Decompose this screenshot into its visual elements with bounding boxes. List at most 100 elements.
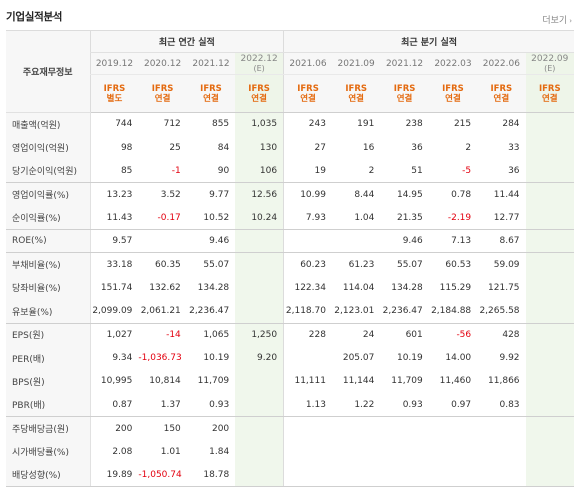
table-cell: 36 — [411, 142, 423, 153]
table-cell — [331, 463, 381, 488]
table-cell: 9.57 — [89, 229, 139, 254]
table-cell — [283, 229, 332, 254]
row-label: 매출액(억원) — [6, 112, 91, 136]
table-cell: 0.78 — [451, 189, 472, 200]
row-label: 시가배당률(%) — [6, 439, 91, 464]
period-date-quarter-1: 2021.09 — [331, 52, 381, 75]
basis-scope: 연결 — [300, 93, 316, 104]
table-cell: 19.89 — [89, 463, 139, 488]
table-cell: 1.37 — [138, 393, 187, 418]
table-cell: 14.95 — [396, 189, 423, 200]
table-row: 유보율(%) 2,099.09 2,061.21 2,236.47 2,118.70 2,… — [6, 299, 574, 324]
period-basis-annual-1: IFRS 연결 — [138, 74, 187, 113]
table-cell: 11,709 — [197, 376, 230, 387]
table-cell: 19 — [283, 159, 332, 184]
table-cell — [235, 463, 284, 488]
period-basis-quarter-5: IFRS 연결 — [525, 74, 574, 113]
table-cell: 25 — [169, 142, 181, 153]
quarter-group-header: 최근 분기 실적 — [283, 30, 574, 53]
table-cell: 10.19 — [396, 353, 423, 364]
table-cell: 21.35 — [380, 206, 429, 230]
table-row: BPS(원) 10,995 10,814 11,709 11,111 11,144 11,7… — [6, 369, 574, 394]
table-row: 주당배당금(원) 200 150 200 — [6, 416, 574, 440]
table-cell — [235, 369, 284, 394]
table-cell: 14.00 — [445, 353, 472, 364]
table-cell: 2,184.88 — [428, 299, 478, 324]
table-cell: 855 — [211, 119, 230, 130]
period-date-label: 2022.09 — [531, 53, 569, 64]
row-header-label: 주요재무정보 — [6, 30, 90, 113]
table-row: 당기순이익(억원) 85 -1 90 106 19 2 51 -5 36 — [6, 159, 574, 184]
row-label: ROE(%) — [6, 229, 91, 254]
table-cell — [235, 393, 284, 418]
table-cell: 55.07 — [203, 259, 230, 270]
table-cell — [235, 276, 284, 300]
table-row: PBR(배) 0.87 1.37 0.93 1.13 1.22 0.93 0.97 0.83 — [6, 393, 574, 418]
row-label: PBR(배) — [6, 393, 91, 418]
table-cell: 11.43 — [89, 206, 139, 230]
period-basis-quarter-1: IFRS 연결 — [331, 74, 381, 113]
table-cell: 228 — [283, 323, 332, 347]
table-cell: -5 — [428, 159, 478, 184]
table-cell: 1.22 — [331, 393, 381, 418]
period-date-quarter-0: 2021.06 — [283, 52, 332, 75]
table-cell: 11,144 — [342, 376, 375, 387]
period-date-annual-1: 2020.12 — [138, 52, 187, 75]
table-cell — [525, 323, 574, 347]
basis-standard: IFRS — [538, 83, 561, 94]
more-link[interactable]: 더보기 › — [542, 13, 572, 26]
table-cell: 7.93 — [283, 206, 332, 230]
table-row: ROE(%) 9.57 9.46 9.46 7.13 8.67 — [6, 229, 574, 254]
table-cell: -56 — [456, 329, 472, 340]
basis-scope: 연결 — [348, 93, 364, 104]
table-cell — [380, 463, 429, 488]
table-cell: 7.13 — [428, 229, 478, 254]
table-cell: 130 — [235, 135, 284, 160]
basis-scope: 연결 — [154, 93, 171, 104]
table-row: 영업이익(억원) 98 25 84 130 27 16 36 2 33 — [6, 135, 574, 160]
table-cell: 60.23 — [283, 252, 332, 277]
table-cell: 205.07 — [342, 353, 375, 364]
table-cell — [332, 417, 380, 440]
table-cell — [235, 416, 284, 440]
table-cell — [525, 159, 574, 184]
table-cell: 0.83 — [477, 393, 526, 418]
table-cell: 238 — [405, 119, 423, 130]
table-cell: 2.08 — [89, 439, 139, 464]
table-cell: 11,460 — [439, 376, 472, 387]
table-cell: 9.34 — [89, 346, 139, 370]
table-cell: 114.04 — [342, 282, 375, 293]
table-cell — [477, 417, 525, 440]
table-cell: 59.09 — [493, 259, 520, 270]
table-cell: 151.74 — [89, 276, 139, 300]
basis-standard: IFRS — [442, 83, 464, 94]
period-date-label: 2021.06 — [289, 58, 327, 69]
period-date-label: 2021.12 — [192, 58, 230, 69]
table-cell — [525, 252, 574, 277]
period-date-annual-3: 2022.12 (E) — [235, 52, 284, 75]
table-cell — [525, 369, 574, 394]
table-cell: 2,118.70 — [283, 299, 332, 324]
table-cell — [525, 276, 574, 300]
table-cell: 84 — [217, 142, 230, 153]
table-cell: 60.35 — [155, 259, 181, 270]
table-cell: 11.44 — [493, 189, 520, 200]
basis-standard: IFRS — [297, 83, 319, 94]
table-row: EPS(원) 1,027 -14 1,065 1,250 228 24 601 -56 428 — [6, 323, 574, 347]
table-cell: -2.19 — [428, 206, 478, 230]
table-cell — [235, 299, 284, 324]
table-cell: 9.46 — [186, 229, 236, 254]
table-cell: 16 — [362, 142, 375, 153]
table-cell: 33 — [508, 142, 520, 153]
table-row: 부채비율(%) 33.18 60.35 55.07 60.23 61.23 55.07 60.… — [6, 252, 574, 277]
basis-scope: 연결 — [493, 93, 510, 104]
table-cell: 0.93 — [380, 393, 429, 418]
table-cell: 12.77 — [477, 206, 526, 230]
table-cell: 33.18 — [89, 252, 139, 277]
basis-scope: 연결 — [396, 93, 413, 104]
table-cell — [525, 416, 574, 440]
table-cell: 2 — [465, 142, 472, 153]
table-cell: 2,099.09 — [89, 299, 139, 324]
table-cell: 1.84 — [209, 446, 230, 457]
table-cell — [525, 135, 574, 160]
